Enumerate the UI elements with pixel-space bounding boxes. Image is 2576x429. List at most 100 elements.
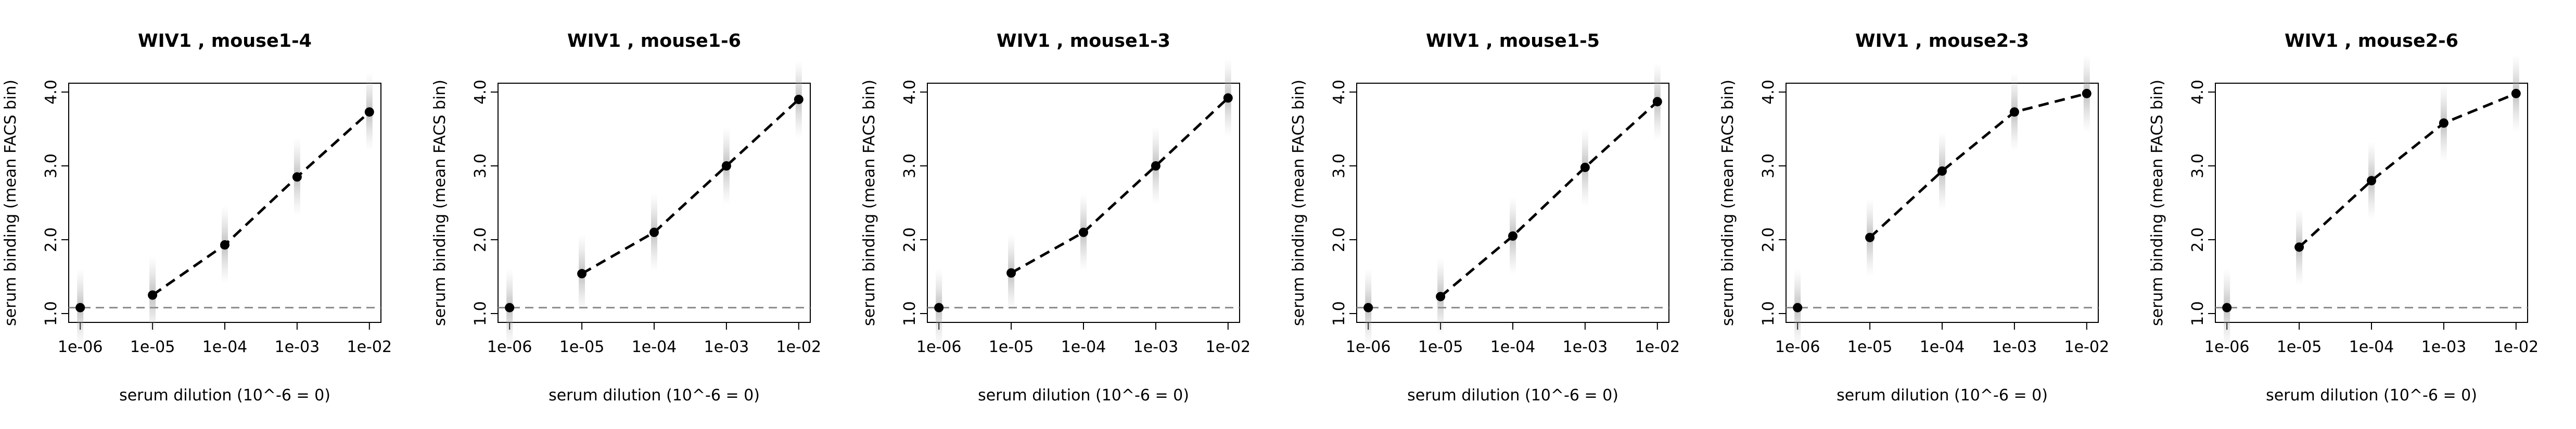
y-tick-label: 4.0 — [901, 80, 919, 105]
series-line — [581, 98, 800, 275]
series-line — [1869, 92, 2087, 239]
x-tick-label: 1e-04 — [2349, 338, 2394, 356]
y-tick-label: 4.0 — [1330, 80, 1348, 105]
data-point — [75, 303, 85, 313]
chart-panel-4: WIV1 , mouse1-51e-06 1e-05 1e-04 1e-03 1e-02… — [1290, 31, 1680, 405]
x-tick-label: 1e-03 — [1992, 338, 2037, 356]
data-point — [1079, 227, 1088, 237]
series-line — [151, 111, 371, 296]
chart-title: WIV1 , mouse2-3 — [1855, 31, 2029, 51]
x-tick-label: 1e-04 — [632, 338, 677, 356]
x-tick-label: 1e-05 — [2277, 338, 2322, 356]
y-tick-label: 2.0 — [471, 227, 490, 252]
y-tick-label: 4.0 — [42, 80, 60, 105]
y-axis-label: serum binding (mean FACS bin) — [1290, 80, 1308, 326]
y-tick-label: 4.0 — [471, 80, 490, 105]
chart-title: WIV1 , mouse1-3 — [997, 31, 1170, 51]
series-line — [1010, 97, 1229, 275]
y-tick-label: 2.0 — [1330, 227, 1348, 252]
chart-title: WIV1 , mouse1-6 — [567, 31, 741, 51]
y-axis-label: serum binding (mean FACS bin) — [860, 80, 878, 326]
data-point — [364, 107, 374, 117]
data-point — [934, 303, 944, 313]
x-axis-label: serum dilution (10^-6 = 0) — [1837, 386, 2048, 405]
data-point — [1865, 232, 1875, 242]
data-point — [577, 269, 587, 279]
y-tick-label: 1.0 — [1759, 301, 1778, 326]
x-axis-label: serum dilution (10^-6 = 0) — [119, 386, 330, 405]
y-axis-label: serum binding (mean FACS bin) — [431, 80, 449, 326]
x-tick-label: 1e-04 — [1490, 338, 1536, 356]
x-tick-label: 1e-04 — [1920, 338, 1965, 356]
data-point — [721, 161, 731, 171]
data-point — [2367, 176, 2376, 186]
y-tick-label: 3.0 — [901, 153, 919, 178]
chart-title: WIV1 , mouse1-5 — [1426, 31, 1600, 51]
chart-title: WIV1 , mouse2-6 — [2285, 31, 2458, 51]
x-tick-label: 1e-05 — [130, 338, 175, 356]
series-line — [1439, 100, 1659, 298]
x-tick-label: 1e-03 — [1563, 338, 1608, 356]
data-point — [1793, 303, 1803, 313]
y-tick-label: 4.0 — [2189, 80, 2207, 105]
data-point — [1937, 166, 1947, 176]
data-point — [2222, 303, 2232, 313]
data-point — [220, 240, 229, 250]
y-tick-label: 1.0 — [1330, 301, 1348, 326]
y-tick-label: 2.0 — [2189, 227, 2207, 252]
x-axis-label: serum dilution (10^-6 = 0) — [978, 386, 1189, 405]
data-point — [1006, 268, 1016, 278]
data-point — [794, 95, 804, 105]
x-tick-label: 1e-05 — [989, 338, 1034, 356]
data-point — [1363, 303, 1373, 313]
y-axis-label: serum binding (mean FACS bin) — [2148, 80, 2166, 326]
x-tick-label: 1e-05 — [1418, 338, 1463, 356]
y-tick-label: 1.0 — [2189, 301, 2207, 326]
data-point — [2082, 88, 2092, 98]
data-point — [2439, 118, 2449, 128]
y-tick-label: 3.0 — [471, 153, 490, 178]
data-point — [1652, 97, 1662, 107]
x-tick-label: 1e-05 — [1847, 338, 1893, 356]
x-tick-label: 1e-03 — [275, 338, 320, 356]
y-tick-label: 1.0 — [471, 301, 490, 326]
chart-panel-6: WIV1 , mouse2-61e-06 1e-05 1e-04 1e-03 1e-02… — [2148, 31, 2539, 405]
x-tick-label: 1e-04 — [202, 338, 248, 356]
y-tick-label: 2.0 — [42, 227, 60, 252]
y-tick-label: 3.0 — [1330, 153, 1348, 178]
series-line — [2298, 92, 2517, 249]
y-tick-label: 1.0 — [42, 301, 60, 326]
x-tick-label: 1e-04 — [1061, 338, 1106, 356]
y-tick-label: 2.0 — [901, 227, 919, 252]
y-axis-label: serum binding (mean FACS bin) — [1719, 80, 1737, 326]
y-tick-label: 3.0 — [42, 153, 60, 178]
data-point — [1151, 161, 1161, 171]
x-axis-label: serum dilution (10^-6 = 0) — [2266, 386, 2477, 405]
plot-frame — [68, 83, 381, 323]
data-point — [292, 172, 302, 182]
x-tick-label: 1e-02 — [2064, 338, 2110, 356]
y-axis-label: serum binding (mean FACS bin) — [2, 80, 20, 326]
x-tick-label: 1e-03 — [1133, 338, 1179, 356]
data-point — [2294, 242, 2304, 252]
chart-panel-1: WIV1 , mouse1-41e-06 1e-05 1e-04 1e-03 1e-02… — [2, 31, 392, 405]
x-axis-label: serum dilution (10^-6 = 0) — [1407, 386, 1618, 405]
x-tick-label: 1e-02 — [347, 338, 392, 356]
data-point — [505, 303, 515, 313]
x-tick-label: 1e-02 — [1635, 338, 1680, 356]
chart-panel-3: WIV1 , mouse1-31e-06 1e-05 1e-04 1e-03 1e-02… — [860, 31, 1251, 405]
x-tick-label: 1e-02 — [1206, 338, 1251, 356]
x-axis-label: serum dilution (10^-6 = 0) — [549, 386, 760, 405]
data-point — [1223, 93, 1233, 103]
data-point — [1580, 162, 1590, 172]
chart-title: WIV1 , mouse1-4 — [138, 31, 312, 51]
data-point — [649, 227, 659, 237]
x-tick-label: 1e-02 — [2494, 338, 2539, 356]
data-point — [2511, 88, 2521, 98]
data-point — [148, 290, 158, 300]
x-tick-label: 1e-03 — [704, 338, 749, 356]
data-point — [1508, 231, 1517, 241]
x-tick-label: 1e-05 — [559, 338, 605, 356]
y-tick-label: 4.0 — [1759, 80, 1778, 105]
